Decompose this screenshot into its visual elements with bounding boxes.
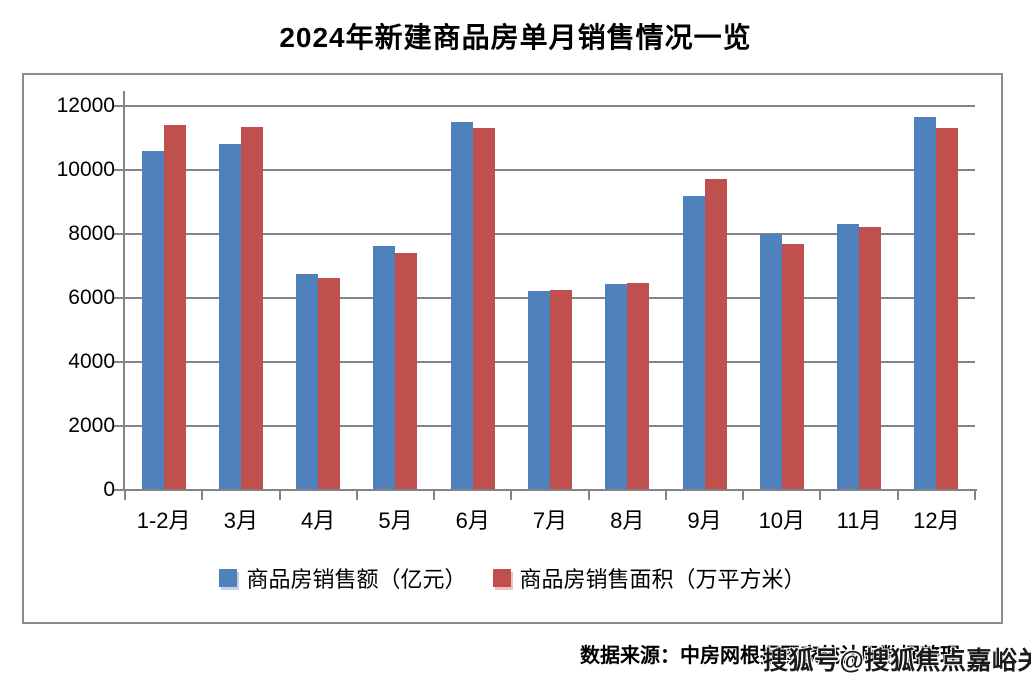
x-axis-label-8月: 8月 [610,508,645,533]
y-axis-tick-8000 [114,233,123,235]
legend-item-sales-amount: 商品房销售额（亿元） [219,562,467,594]
chart-frame: 商品房销售额（亿元） 商品房销售面积（万平方米） 0 2000 4000 6000 80… [22,73,1003,624]
bar-商品房销售面积（万平方米）-7月 [550,289,572,489]
chart-title: 2024年新建商品房单月销售情况一览 [279,22,752,53]
y-axis-label-2000: 2000 [68,414,115,437]
y-axis-line [123,91,125,491]
legend-swatch-sales-amount-icon [219,569,238,587]
y-axis-tick-10000 [114,169,123,171]
x-axis-label-7月: 7月 [532,508,568,533]
x-axis-label-12月: 12月 [913,508,960,533]
x-axis-label-1-2月: 1-2月 [136,508,191,533]
x-axis-label-4月: 4月 [301,508,336,533]
bar-商品房销售面积（万平方米）-6月 [472,128,495,489]
bar-商品房销售额（亿元）-11月 [837,224,860,489]
y-axis-label-12000: 12000 [56,94,115,117]
x-axis-label-9月: 9月 [687,508,722,533]
y-axis-label-10000: 10000 [56,158,115,181]
x-axis-tick [664,491,667,500]
y-axis-label-4000: 4000 [68,350,115,373]
x-axis-tick [974,491,976,500]
x-axis-tick [819,491,822,500]
bar-商品房销售面积（万平方米）-10月 [781,244,804,489]
legend-label-sales-amount: 商品房销售额（亿元） [246,567,467,592]
gridline-10000 [125,169,975,171]
bar-商品房销售额（亿元）-10月 [759,233,782,489]
legend-item-sales-area: 商品房销售面积（万平方米） [492,562,806,594]
x-axis-tick [278,491,281,500]
y-axis-label-0: 0 [103,478,115,501]
bar-商品房销售额（亿元）-6月 [450,122,473,489]
legend: 商品房销售额（亿元） 商品房销售面积（万平方米） [24,562,1001,594]
bar-商品房销售面积（万平方米）-3月 [240,127,263,489]
x-axis-tick [510,491,513,500]
bar-商品房销售面积（万平方米）-9月 [704,179,727,489]
x-axis-label-11月: 11月 [836,508,882,533]
bar-商品房销售额（亿元）-7月 [528,290,550,489]
x-axis-label-5月: 5月 [378,508,413,533]
x-axis-tick [433,491,436,500]
x-axis-label-3月: 3月 [223,508,259,533]
bar-商品房销售额（亿元）-3月 [218,143,241,489]
x-axis-tick [587,491,590,500]
y-axis-label-8000: 8000 [68,222,115,245]
bar-商品房销售额（亿元）-8月 [605,284,628,489]
bar-商品房销售面积（万平方米）-12月 [936,128,959,489]
y-axis-label-6000: 6000 [68,286,115,309]
legend-label-sales-area: 商品房销售面积（万平方米） [519,567,806,592]
y-axis-tick-2000 [114,425,123,427]
bar-商品房销售额（亿元）-12月 [914,117,937,489]
bar-商品房销售额（亿元）-4月 [296,274,319,489]
bar-商品房销售面积（万平方米）-1-2月 [163,125,186,489]
legend-swatch-sales-area-icon [492,569,511,587]
x-axis-line [123,489,977,491]
bar-商品房销售面积（万平方米）-4月 [318,278,341,489]
y-axis-tick-0 [114,489,123,491]
watermark-text: 搜狐号@搜狐焦点嘉峪关站 [763,647,1031,675]
plot-area [123,91,977,500]
bar-商品房销售额（亿元）-1-2月 [141,150,164,489]
bar-商品房销售面积（万平方米）-11月 [859,226,882,489]
bar-商品房销售面积（万平方米）-5月 [395,252,418,489]
x-axis-tick [355,491,358,500]
data-source-text: 数据来源：中房网根据国家统计局数据整理 [580,645,960,667]
bar-商品房销售额（亿元）-5月 [373,245,396,489]
y-axis-tick-12000 [114,105,123,107]
bar-商品房销售面积（万平方米）-8月 [627,282,650,489]
x-axis-tick [124,491,126,500]
x-axis-label-6月: 6月 [455,508,490,533]
x-axis-tick [201,491,204,500]
x-axis-label-10月: 10月 [758,508,806,533]
gridline-12000 [125,105,975,107]
bar-商品房销售额（亿元）-9月 [682,195,705,489]
x-axis-tick [896,491,899,500]
x-axis-tick [742,491,745,500]
y-axis-tick-6000 [114,297,123,299]
gridline-8000 [125,233,975,235]
y-axis-tick-4000 [114,361,123,363]
